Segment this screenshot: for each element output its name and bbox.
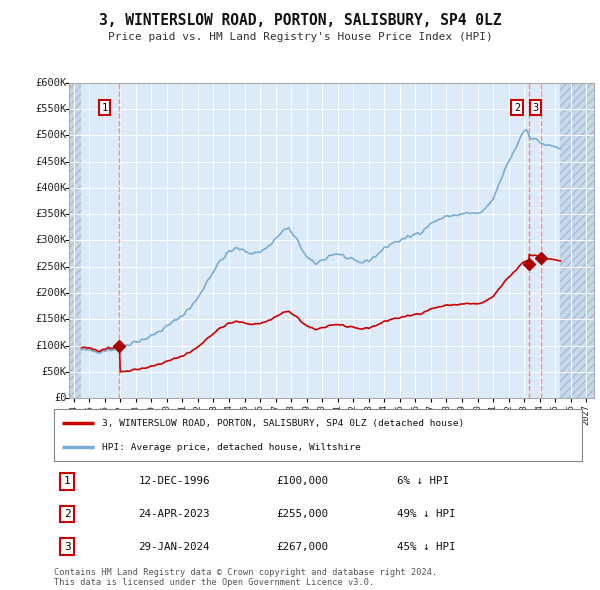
Text: 49% ↓ HPI: 49% ↓ HPI bbox=[397, 509, 456, 519]
Text: 6% ↓ HPI: 6% ↓ HPI bbox=[397, 476, 449, 486]
Text: 45% ↓ HPI: 45% ↓ HPI bbox=[397, 542, 456, 552]
Text: Price paid vs. HM Land Registry's House Price Index (HPI): Price paid vs. HM Land Registry's House … bbox=[107, 32, 493, 42]
Text: £500K: £500K bbox=[35, 130, 67, 140]
Text: £0: £0 bbox=[54, 394, 67, 403]
Text: £600K: £600K bbox=[35, 78, 67, 87]
Text: £150K: £150K bbox=[35, 314, 67, 325]
Text: £255,000: £255,000 bbox=[276, 509, 328, 519]
Text: 2: 2 bbox=[64, 509, 71, 519]
Text: 3: 3 bbox=[64, 542, 71, 552]
Text: £250K: £250K bbox=[35, 262, 67, 272]
Text: 3: 3 bbox=[532, 103, 538, 113]
Text: 3, WINTERSLOW ROAD, PORTON, SALISBURY, SP4 0LZ (detached house): 3, WINTERSLOW ROAD, PORTON, SALISBURY, S… bbox=[101, 419, 464, 428]
Text: HPI: Average price, detached house, Wiltshire: HPI: Average price, detached house, Wilt… bbox=[101, 443, 360, 452]
Bar bbox=[69, 83, 82, 398]
Text: £350K: £350K bbox=[35, 209, 67, 219]
Bar bbox=[560, 83, 594, 398]
Text: £200K: £200K bbox=[35, 288, 67, 298]
Text: 3, WINTERSLOW ROAD, PORTON, SALISBURY, SP4 0LZ: 3, WINTERSLOW ROAD, PORTON, SALISBURY, S… bbox=[99, 13, 501, 28]
Text: £550K: £550K bbox=[35, 104, 67, 114]
Text: £50K: £50K bbox=[41, 367, 67, 377]
Text: £400K: £400K bbox=[35, 183, 67, 193]
Text: £100,000: £100,000 bbox=[276, 476, 328, 486]
Text: £100K: £100K bbox=[35, 340, 67, 350]
Text: 24-APR-2023: 24-APR-2023 bbox=[139, 509, 210, 519]
Text: 1: 1 bbox=[101, 103, 108, 113]
Text: Contains HM Land Registry data © Crown copyright and database right 2024.
This d: Contains HM Land Registry data © Crown c… bbox=[54, 568, 437, 587]
Text: £300K: £300K bbox=[35, 235, 67, 245]
Text: £267,000: £267,000 bbox=[276, 542, 328, 552]
Text: 1: 1 bbox=[64, 476, 71, 486]
Text: 2: 2 bbox=[514, 103, 520, 113]
Text: 29-JAN-2024: 29-JAN-2024 bbox=[139, 542, 210, 552]
Text: 12-DEC-1996: 12-DEC-1996 bbox=[139, 476, 210, 486]
Text: £450K: £450K bbox=[35, 156, 67, 166]
